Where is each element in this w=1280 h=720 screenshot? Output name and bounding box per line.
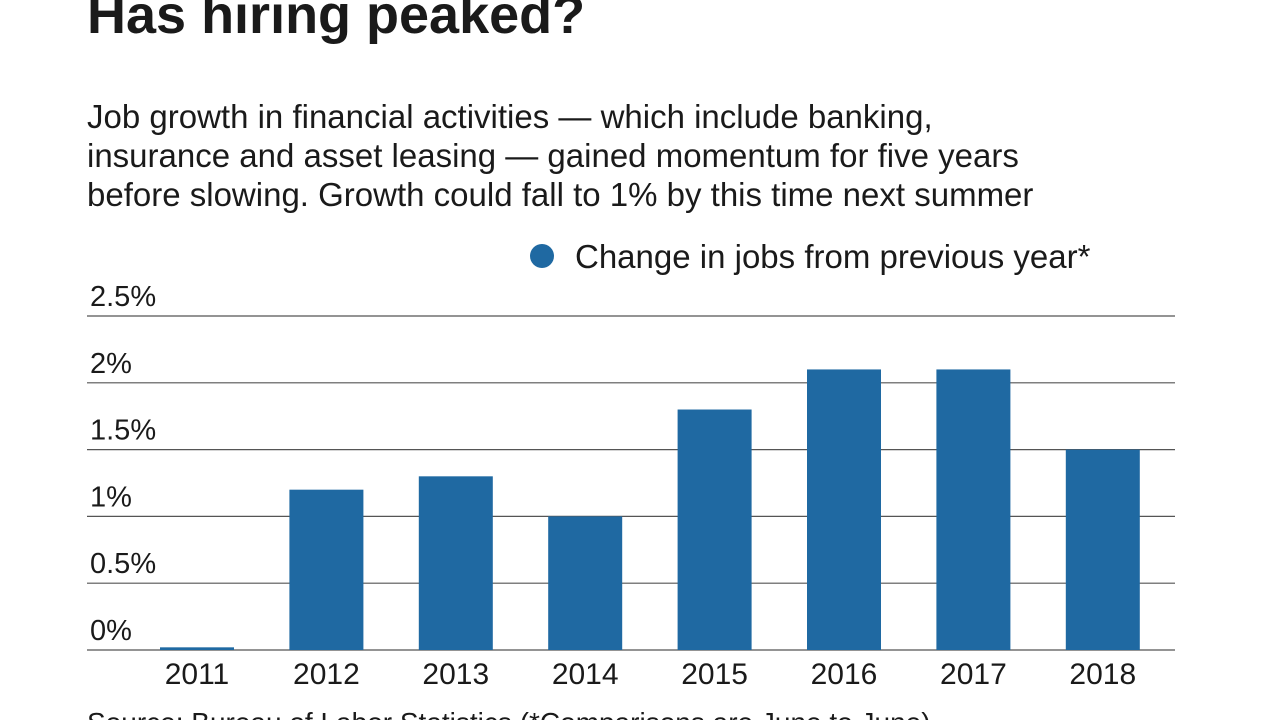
- subtitle-line: insurance and asset leasing — gained mom…: [87, 137, 1019, 174]
- subtitle-line: before slowing. Growth could fall to 1% …: [87, 176, 1033, 213]
- x-tick-label: 2015: [681, 658, 748, 691]
- x-tick-label: 2017: [940, 658, 1007, 691]
- legend-label: Change in jobs from previous year*: [575, 238, 1091, 275]
- x-tick-label: 2018: [1069, 658, 1136, 691]
- legend-marker: [530, 244, 554, 268]
- y-tick-label: 0.5%: [90, 548, 156, 580]
- bar: [807, 369, 881, 650]
- y-tick-label: 2.5%: [90, 281, 156, 313]
- bar: [160, 647, 234, 650]
- x-tick-label: 2012: [293, 658, 360, 691]
- x-tick-label: 2011: [165, 658, 230, 691]
- chart-title: Has hiring peaked?: [87, 0, 585, 45]
- bar: [548, 516, 623, 650]
- bar: [289, 489, 364, 650]
- subtitle-line: Job growth in financial activities — whi…: [87, 98, 933, 135]
- bar: [1065, 449, 1140, 650]
- y-tick-label: 2%: [90, 348, 132, 380]
- source-note: Source: Bureau of Labor Statistics (*Com…: [87, 707, 931, 720]
- y-tick-label: 1.5%: [90, 415, 156, 447]
- x-tick-label: 2016: [811, 658, 878, 691]
- bar: [936, 369, 1011, 650]
- y-tick-label: 1%: [90, 481, 132, 513]
- bar: [677, 409, 752, 650]
- y-tick-label: 0%: [90, 615, 132, 647]
- bar: [418, 476, 493, 650]
- x-tick-label: 2013: [422, 658, 489, 691]
- x-tick-label: 2014: [552, 658, 619, 691]
